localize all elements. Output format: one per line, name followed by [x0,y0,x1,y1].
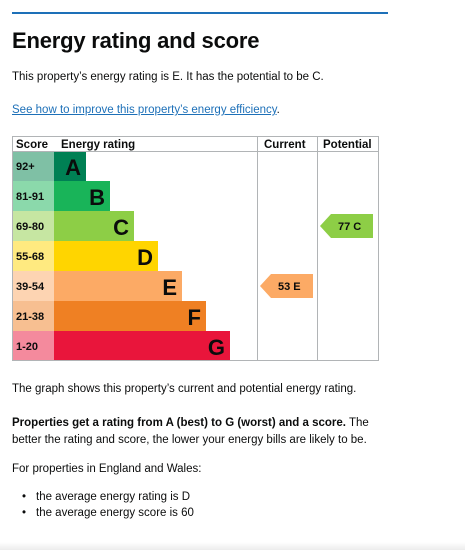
chart-border [12,136,379,361]
score-cell [12,301,54,331]
score-label: 55-68 [16,251,44,263]
averages-list: the average energy rating is D the avera… [22,489,194,521]
rating-letter-c: C [113,215,129,240]
rating-letter-b: B [89,185,105,210]
ratings-text: The better the rating and score, the low… [12,417,369,446]
energy-rating-chart: Score Energy rating Current Potential 92+ A 81… [12,136,379,361]
header-potential: Potential [323,139,372,151]
list-item: the average energy rating is D [22,489,194,505]
score-label: 92+ [16,161,35,173]
header-score: Score [16,139,48,151]
score-cell [12,241,54,271]
score-cell [12,151,54,181]
page-title: Energy rating and score [12,28,260,53]
potential-rating-label: 77 C [338,221,361,233]
current-rating-arrow [260,274,313,298]
header-current: Current [264,139,306,151]
rating-letter-g: G [208,335,225,360]
rating-bar-g [54,331,230,361]
potential-rating-arrow [320,214,373,238]
improve-paragraph: See how to improve this property’s energ… [12,104,280,116]
current-rating-label: 53 E [278,281,301,293]
rating-bar-b [54,181,110,211]
rating-letter-e: E [162,275,177,300]
header-energy-rating: Energy rating [61,139,135,151]
list-item: the average energy score is 60 [22,505,194,521]
rating-letter-f: F [188,305,201,330]
rating-letter-d: D [137,245,153,270]
rating-bar-a [54,151,86,181]
score-cell [12,181,54,211]
intro-text: This property’s energy rating is E. It h… [12,71,324,83]
rating-bar-c [54,211,134,241]
score-cell [12,211,54,241]
rating-bar-d [54,241,158,271]
energy-rating-graph: Score Energy rating Current Potential 92+ A 81… [12,136,379,361]
bottom-shadow [0,542,465,550]
improve-efficiency-link[interactable]: See how to improve this property’s energ… [12,104,277,116]
improve-link-suffix: . [276,104,280,116]
england-wales-intro: For properties in England and Wales: [12,463,202,475]
ratings-explanation: Properties get a rating from A (best) to… [12,415,392,449]
score-cell [12,271,54,301]
score-label: 81-91 [16,191,44,203]
rating-bar-f [54,301,206,331]
score-label: 21-38 [16,311,44,323]
rating-bar-e [54,271,182,301]
score-label: 69-80 [16,221,44,233]
top-divider [12,12,388,14]
score-label: 1-20 [16,341,38,353]
score-cell [12,331,54,361]
rating-letter-a: A [65,155,81,180]
ratings-bold-text: Properties get a rating from A (best) to… [12,417,346,429]
graph-note: The graph shows this property’s current … [12,383,357,395]
score-label: 39-54 [16,281,45,293]
